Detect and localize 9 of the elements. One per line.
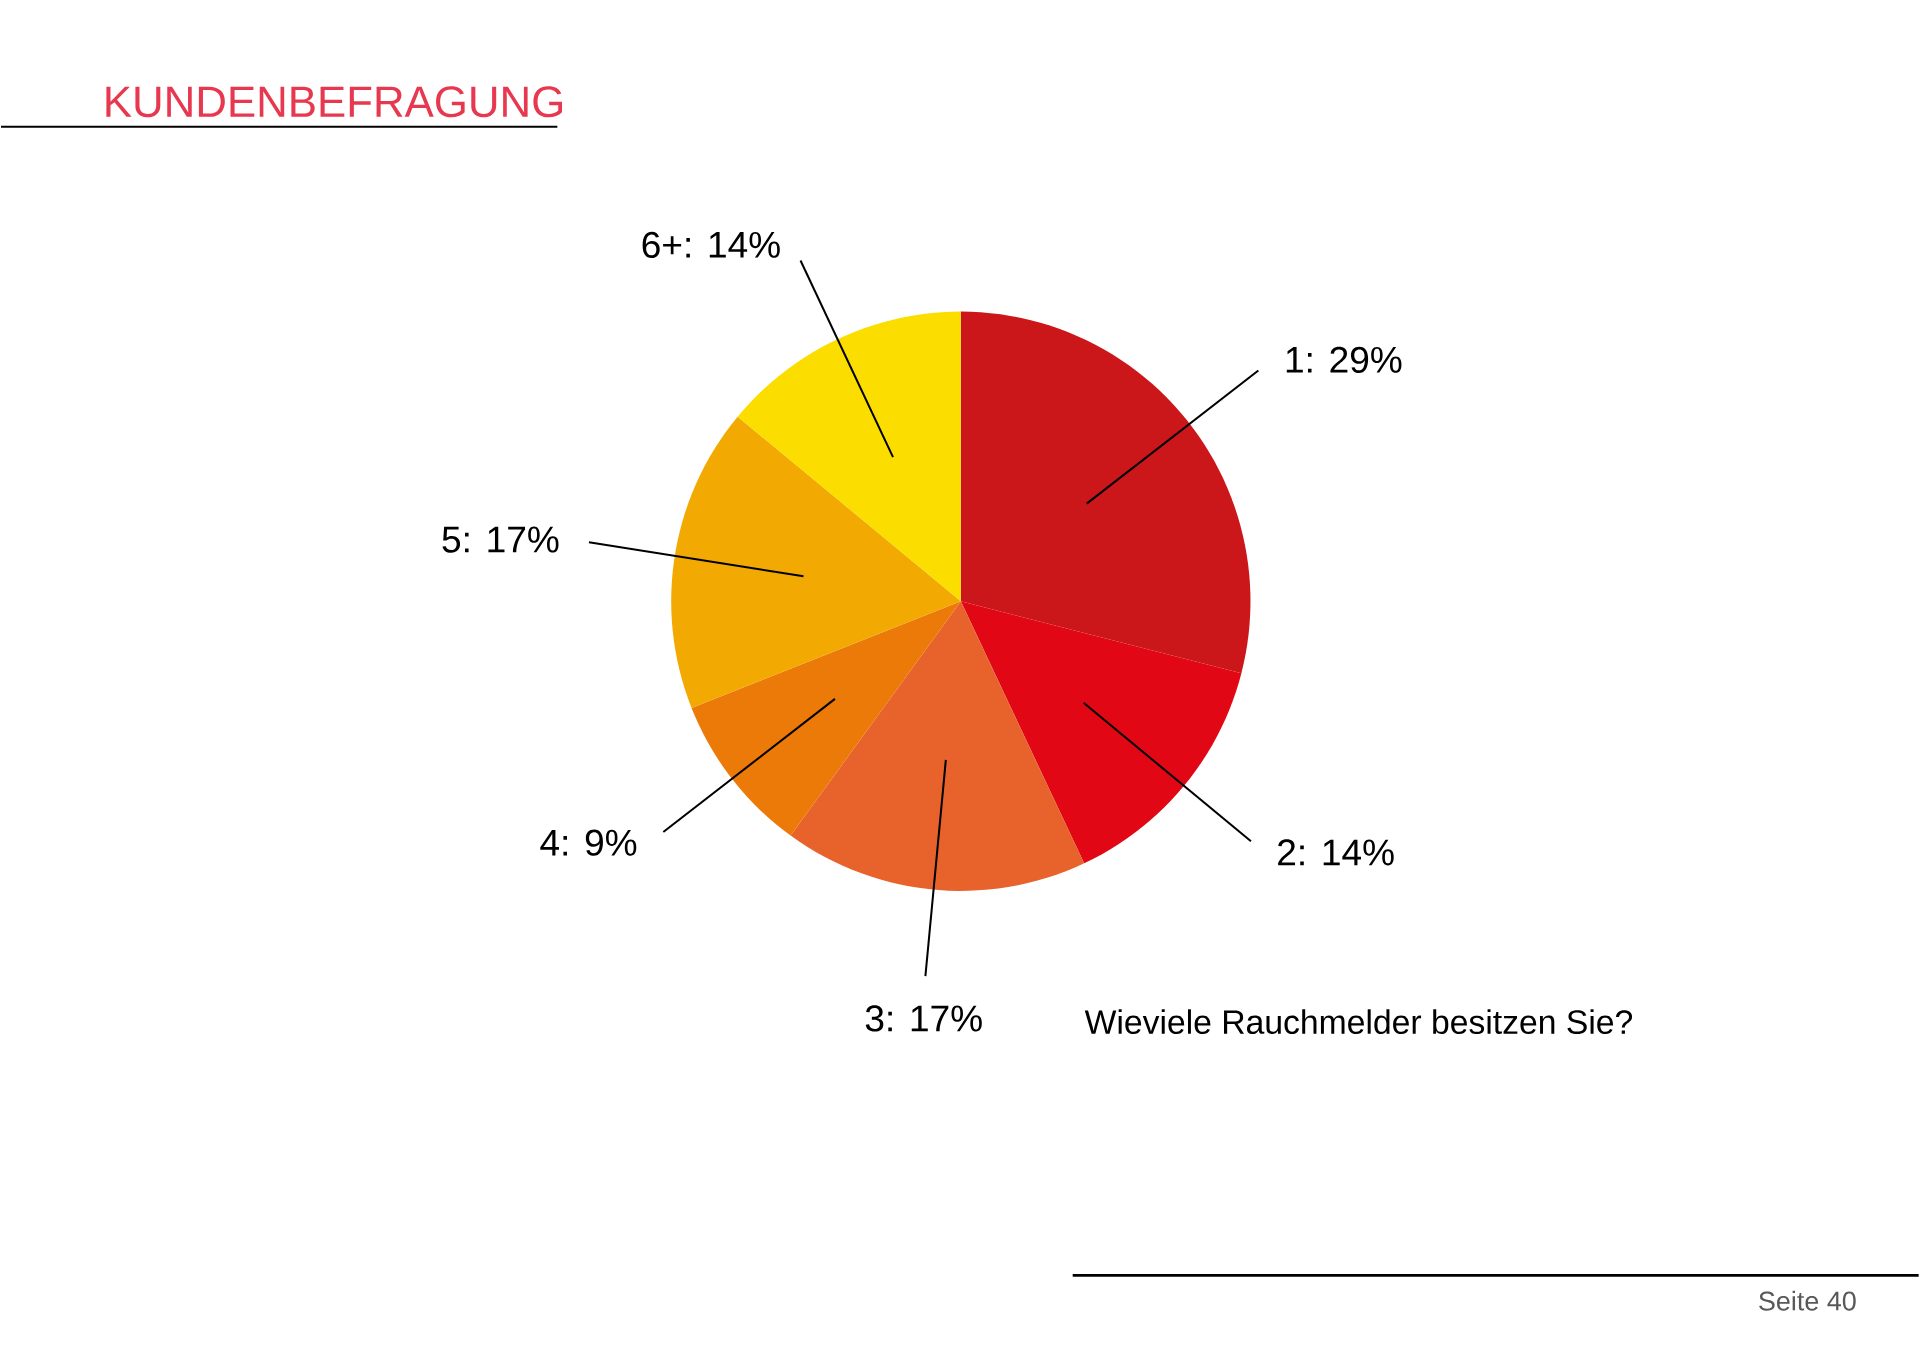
chart-title: KUNDENBEFRAGUNG: [106, 86, 562, 118]
slice-label: 2: 14%: [1278, 839, 1394, 866]
slice-label: 6+: 14%: [642, 231, 780, 258]
text: Seite 40: [1759, 1290, 1856, 1311]
slice-label: 4: 9%: [540, 829, 637, 856]
slice-label: 5: 17%: [442, 526, 559, 553]
text: Wieviele Rauchmelder besitzen Sie?: [1084, 1009, 1633, 1034]
slice-label: 3: 17%: [865, 1005, 982, 1032]
slice-label: 1: 29%: [1286, 346, 1402, 373]
